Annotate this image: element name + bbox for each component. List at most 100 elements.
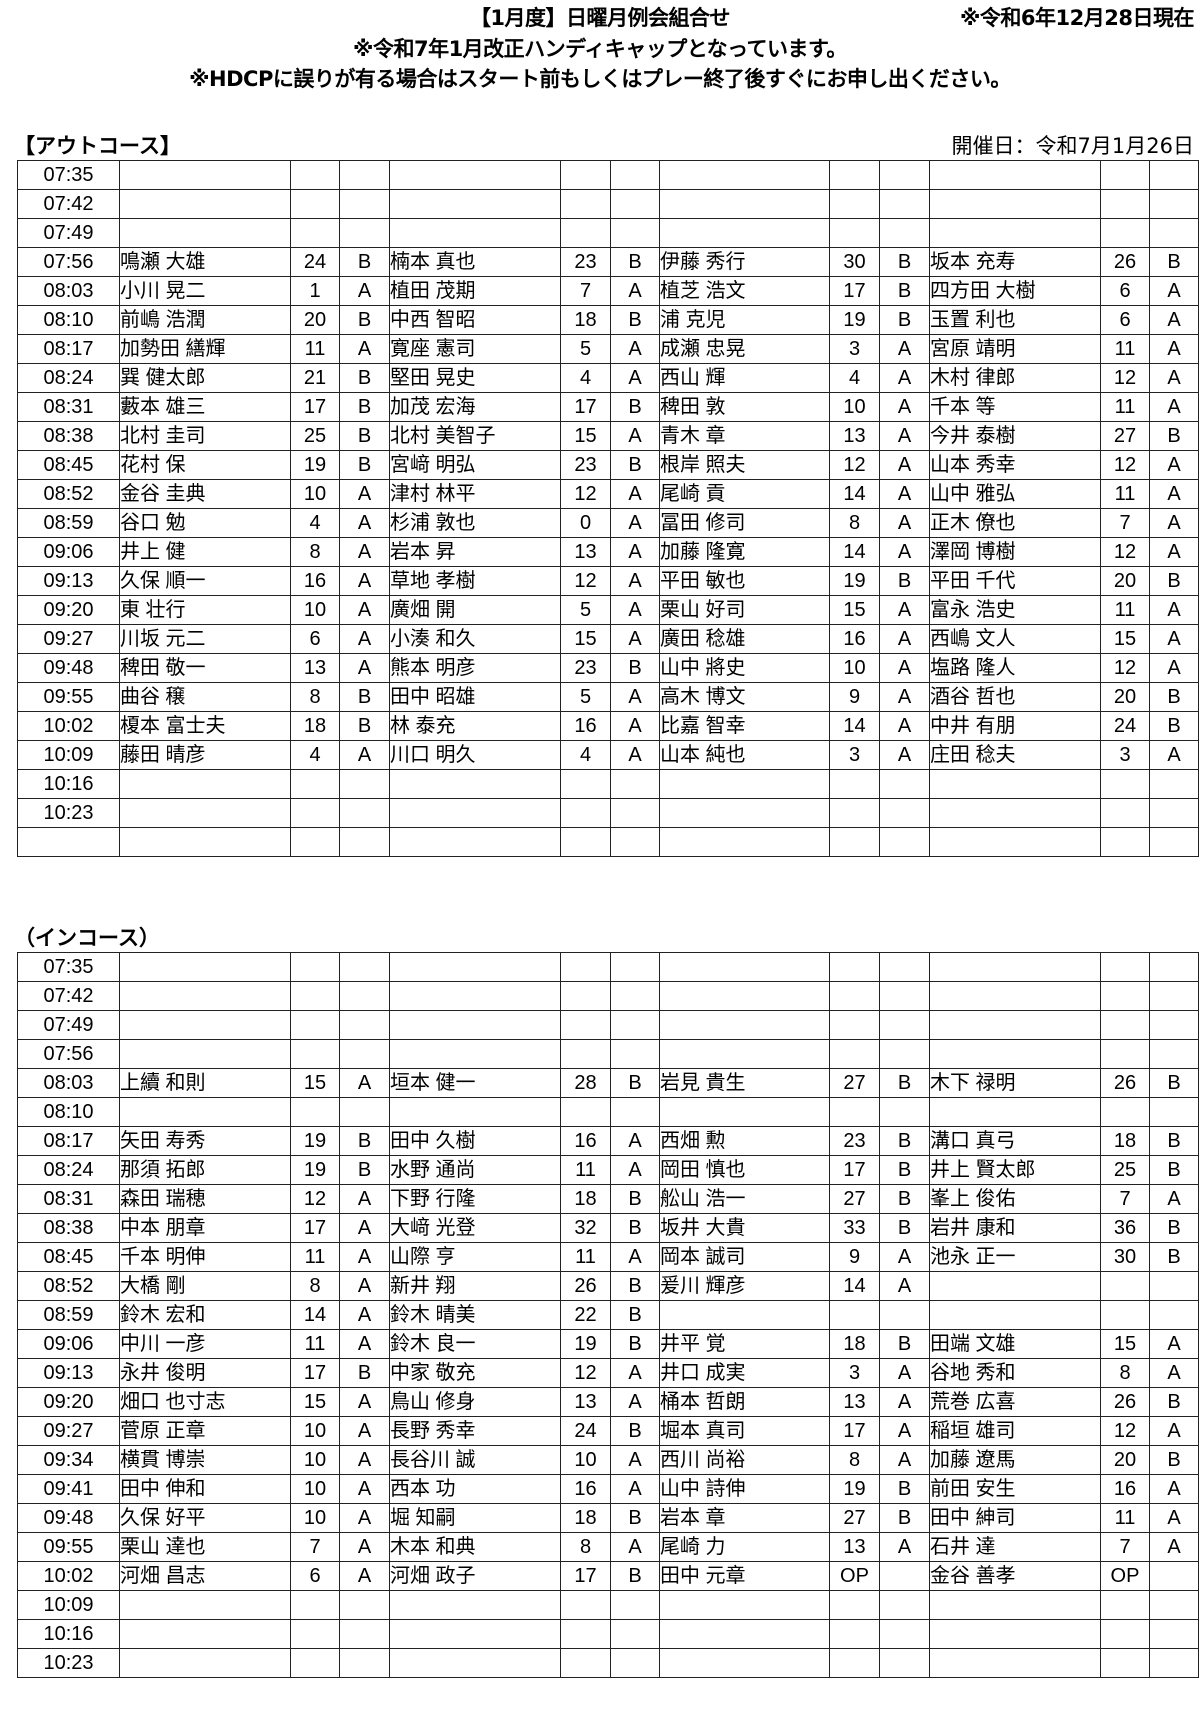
class-cell: A [879, 508, 930, 538]
class-cell [610, 160, 660, 190]
class-cell: B [610, 1068, 660, 1098]
class-cell: B [339, 450, 390, 480]
tee-time-cell: 08:03 [17, 276, 120, 306]
class-cell [879, 218, 930, 248]
handicap-cell [829, 160, 880, 190]
handicap-cell [290, 1648, 340, 1678]
handicap-cell: 14 [829, 1271, 880, 1301]
handicap-cell: 30 [1100, 1242, 1150, 1272]
tee-time-cell: 10:09 [17, 1590, 120, 1620]
handicap-cell: 8 [829, 508, 880, 538]
tee-time-row: 07:49 [17, 1010, 1199, 1040]
handicap-cell [560, 827, 611, 857]
player-name-cell: 鈴木 宏和 [119, 1300, 291, 1330]
class-cell: A [339, 1300, 390, 1330]
page-title: 【1月度】日曜月例会組合せ [469, 6, 731, 30]
handicap-cell: 20 [1100, 566, 1150, 596]
class-cell: B [610, 305, 660, 335]
player-name-cell [929, 189, 1101, 219]
tee-time-row: 09:27 菅原 正章 10 A 長野 秀幸 24 B 堀本 真司 17 A 稲垣 雄司 12 A [17, 1416, 1199, 1446]
player-name-cell: 澤岡 博樹 [929, 537, 1101, 567]
class-cell: A [339, 595, 390, 625]
handicap-cell: OP [1100, 1561, 1150, 1591]
class-cell [610, 218, 660, 248]
handicap-cell: 10 [290, 1474, 340, 1504]
handicap-cell [829, 1619, 880, 1649]
player-name-cell: 荒巻 広喜 [929, 1387, 1101, 1417]
class-cell: A [1149, 450, 1199, 480]
class-cell [339, 1010, 390, 1040]
tee-time-cell: 08:17 [17, 1126, 120, 1156]
player-name-cell: 堅田 晃史 [389, 363, 561, 393]
class-cell: B [1149, 421, 1199, 451]
class-cell [610, 1039, 660, 1069]
event-date: 開催日：令和7月1月26日 [951, 134, 1194, 158]
handicap-cell [1100, 1648, 1150, 1678]
player-name-cell: 那須 拓郎 [119, 1155, 291, 1185]
class-cell: B [1149, 1213, 1199, 1243]
handicap-cell [1100, 1271, 1150, 1301]
handicap-cell: 3 [1100, 740, 1150, 770]
class-cell: A [339, 508, 390, 538]
class-cell [339, 218, 390, 248]
player-name-cell: 鳴瀬 大雄 [119, 247, 291, 277]
handicap-cell: 8 [290, 537, 340, 567]
handicap-cell [560, 1097, 611, 1127]
tee-time-cell: 08:52 [17, 479, 120, 509]
handicap-cell: 10 [290, 1503, 340, 1533]
player-name-cell [659, 827, 830, 857]
class-cell [1149, 189, 1199, 219]
tee-time-cell: 07:35 [17, 160, 120, 190]
class-cell [1149, 798, 1199, 828]
handicap-cell [290, 1097, 340, 1127]
tee-time-cell: 10:16 [17, 769, 120, 799]
handicap-cell: 26 [1100, 1068, 1150, 1098]
handicap-cell [829, 827, 880, 857]
player-name-cell [389, 189, 561, 219]
handicap-cell: 14 [290, 1300, 340, 1330]
player-name-cell: 西畑 勲 [659, 1126, 830, 1156]
class-cell: A [1149, 305, 1199, 335]
handicap-cell [290, 827, 340, 857]
class-cell [339, 1039, 390, 1069]
handicap-cell: 14 [829, 711, 880, 741]
handicap-cell: 3 [829, 740, 880, 770]
handicap-cell: 6 [1100, 305, 1150, 335]
handicap-cell: 16 [560, 1126, 611, 1156]
player-name-cell: 矢田 寿秀 [119, 1126, 291, 1156]
handicap-cell: 16 [1100, 1474, 1150, 1504]
player-name-cell [659, 1300, 830, 1330]
handicap-cell: 13 [829, 1387, 880, 1417]
class-cell: B [610, 1416, 660, 1446]
class-cell: A [610, 537, 660, 567]
handicap-cell: 13 [560, 537, 611, 567]
class-cell [610, 798, 660, 828]
handicap-cell: 12 [560, 479, 611, 509]
tee-time-cell: 09:13 [17, 1358, 120, 1388]
player-name-cell: 藤田 晴彦 [119, 740, 291, 770]
player-name-cell: 熊本 明彦 [389, 653, 561, 683]
handicap-cell [829, 798, 880, 828]
handicap-cell [560, 160, 611, 190]
tee-time-row: 08:38 北村 圭司 25 B 北村 美智子 15 A 青木 章 13 A 今井 泰樹 27 B [17, 421, 1199, 451]
tee-time-row: 08:24 巽 健太郎 21 B 堅田 晃史 4 A 西山 輝 4 A 木村 律郎 12 A [17, 363, 1199, 393]
handicap-cell: 16 [829, 624, 880, 654]
handicap-cell: 11 [1100, 595, 1150, 625]
player-name-cell: 寛座 憲司 [389, 334, 561, 364]
tee-time-row: 10:23 [17, 1648, 1199, 1678]
handicap-cell: 19 [290, 450, 340, 480]
tee-time-cell: 09:34 [17, 1445, 120, 1475]
player-name-cell [659, 1648, 830, 1678]
player-name-cell: 花村 保 [119, 450, 291, 480]
player-name-cell: 横貫 博崇 [119, 1445, 291, 1475]
class-cell: A [339, 1329, 390, 1359]
class-cell: A [1149, 624, 1199, 654]
handicap-cell: 12 [1100, 450, 1150, 480]
player-name-cell [389, 798, 561, 828]
handicap-cell [290, 189, 340, 219]
class-cell: A [1149, 1474, 1199, 1504]
handicap-cell: 20 [1100, 682, 1150, 712]
tee-time-row: 07:49 [17, 218, 1199, 248]
handicap-cell [1100, 827, 1150, 857]
tee-time-cell: 08:38 [17, 1213, 120, 1243]
